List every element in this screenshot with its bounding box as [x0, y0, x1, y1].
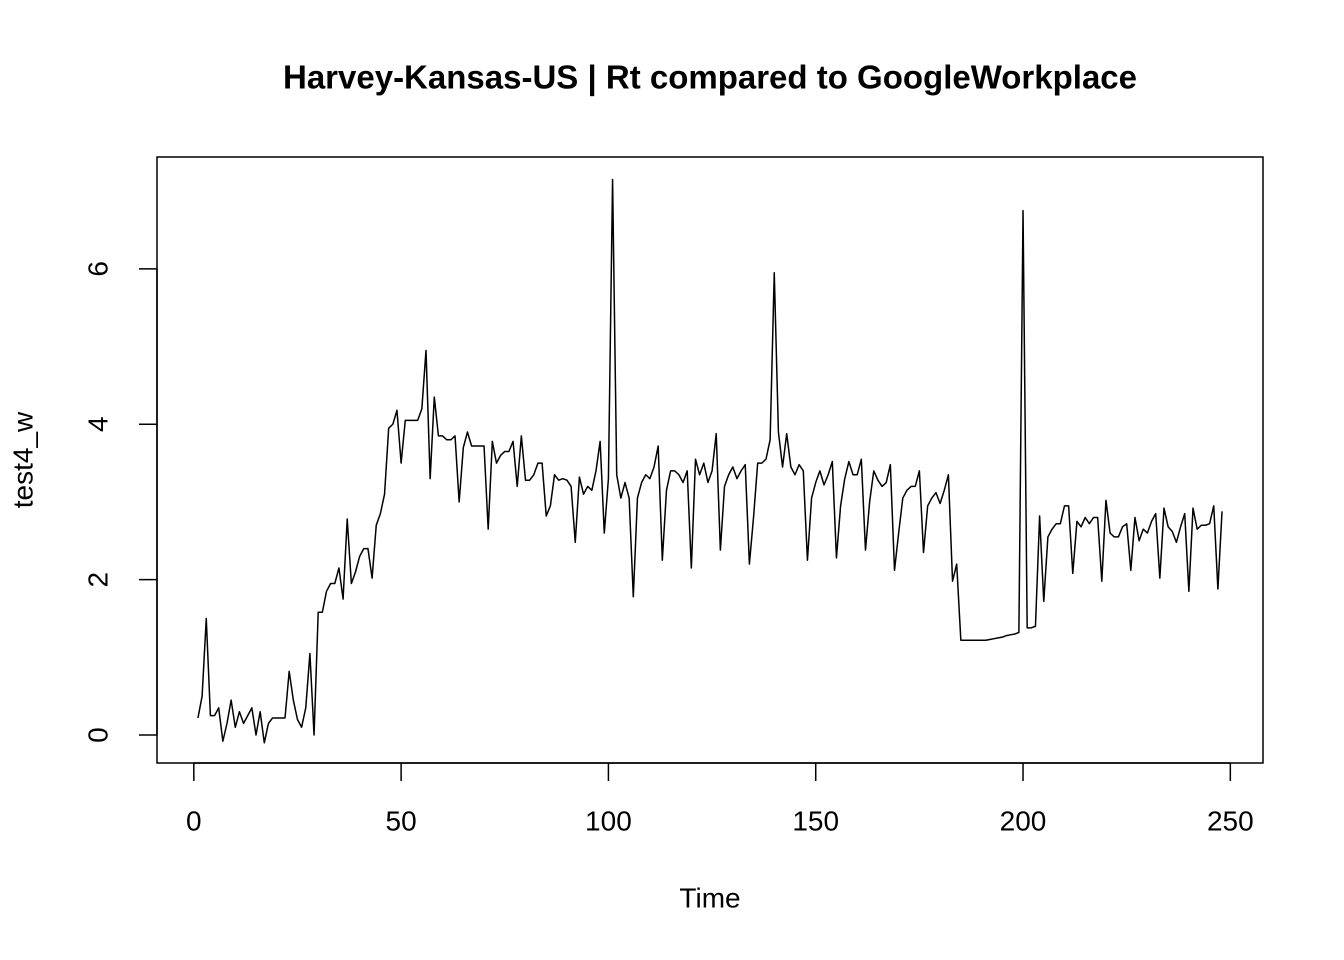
- y-tick-label: 0: [82, 727, 113, 743]
- x-tick-label: 100: [585, 805, 632, 836]
- x-tick-label: 250: [1207, 805, 1254, 836]
- x-axis-label: Time: [679, 882, 740, 913]
- x-tick-label: 0: [186, 805, 202, 836]
- y-tick-label: 4: [82, 416, 113, 432]
- y-tick-label: 2: [82, 572, 113, 588]
- chart-title: Harvey-Kansas-US | Rt compared to Google…: [283, 59, 1137, 96]
- y-tick-label: 6: [82, 261, 113, 277]
- data-line: [197, 178, 1223, 744]
- x-tick-label: 150: [792, 805, 839, 836]
- x-tick-label: 200: [1000, 805, 1047, 836]
- y-axis-label: test4_w: [7, 411, 38, 508]
- x-tick-label: 50: [386, 805, 417, 836]
